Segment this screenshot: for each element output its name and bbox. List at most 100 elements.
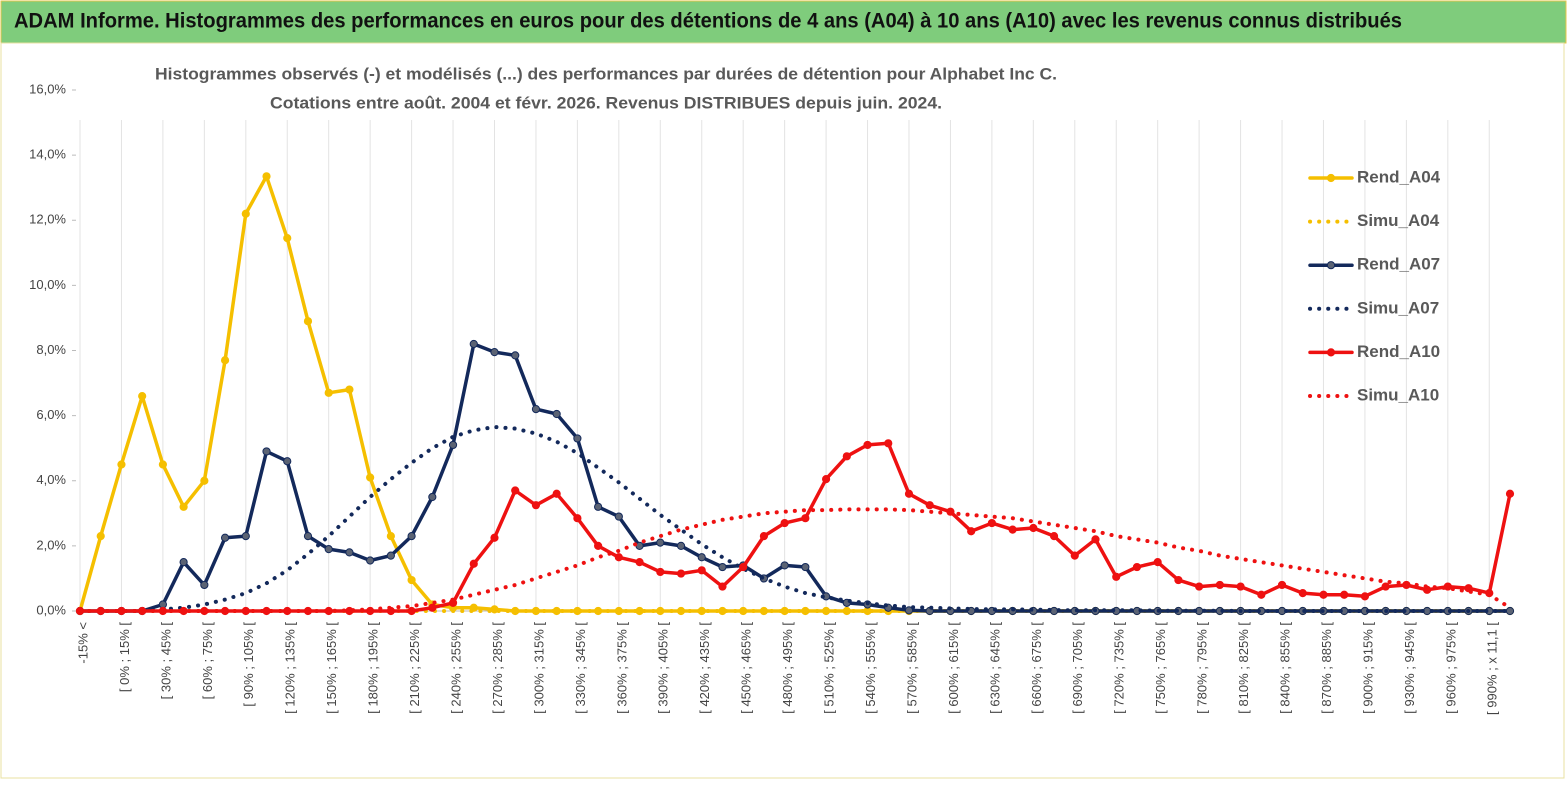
x-tick-label: [ 780% ; 795% [ [1195,622,1210,714]
series-marker [1257,590,1266,599]
series-marker [303,532,313,541]
x-tick-label: [ 690% ; 705% [ [1070,622,1085,714]
series-marker [967,527,976,536]
series-line [78,342,1512,613]
series-marker [1132,562,1142,572]
series-marker [759,532,769,541]
x-tick-label: [ 30% ; 45% [ [158,622,173,700]
series-marker [676,569,686,578]
series-marker [614,512,623,521]
series-marker [138,391,147,401]
series-marker [158,460,167,469]
series-marker [676,541,686,550]
series-marker [1505,489,1515,498]
series-marker [1195,582,1204,591]
x-tick-label: [ 450% ; 465% [ [739,622,754,714]
series-marker [200,580,209,590]
x-tick-label: [ 210% ; 225% [ [407,622,422,714]
series-marker [904,489,914,498]
legend-marker [1326,348,1336,357]
series-marker [739,562,748,572]
series-marker [801,562,810,572]
series-marker [324,388,333,397]
series-marker [1049,532,1059,541]
series-marker [324,545,333,554]
y-tick-label: 0,0% [36,602,66,617]
y-tick-label: 14,0% [29,147,66,162]
series-marker [1008,525,1017,534]
x-tick-label: [ 990% ; x 11,1 [ [1485,622,1500,715]
legend-label: Simu_A07 [1357,298,1439,317]
series-marker [200,476,209,485]
series-marker [656,567,665,577]
series-marker [345,548,354,557]
x-tick-label: [ 150% ; 165% [ [324,622,339,714]
series-marker [241,209,250,218]
x-tick-label: [ 570% ; 585% [ [904,622,919,714]
series-marker [531,501,541,510]
x-tick-label: [ 510% ; 525% [ [822,622,837,714]
legend-label: Rend_A10 [1357,342,1440,361]
x-tick-label: [ 840% ; 855% [ [1277,622,1292,714]
series-marker [407,606,416,616]
series-marker [1029,523,1038,533]
series-marker [511,486,520,495]
x-tick-label: [ 720% ; 735% [ [1112,622,1127,714]
series-marker [904,606,914,615]
series-marker [448,440,458,450]
plot: 0,0% 2,0% 4,0% 6,0% 8,0% 10,0% 12,0% 14,0% 16,0%… [29,81,1515,715]
x-tick-label: [ 630% ; 645% [ [987,622,1002,714]
series-marker [1360,592,1370,601]
x-tick-label: [ 600% ; 615% [ [946,622,961,714]
series-marker [345,385,354,394]
series-marker [697,553,706,562]
series-marker [386,551,395,560]
series-marker [303,317,313,326]
legend-marker [1326,261,1336,270]
series-marker [531,405,541,414]
series-marker [1381,582,1390,591]
x-tick-label: [ 810% ; 825% [ [1236,622,1251,714]
y-tick-label: 8,0% [36,342,66,357]
series-marker [1298,588,1307,598]
series-marker [1236,582,1245,591]
series-marker [179,502,188,511]
x-tick-label: [ 960% ; 975% [ [1443,622,1458,714]
series-line [78,507,1512,613]
series-marker [697,566,706,575]
chart-frame [0,42,1565,779]
series-marker [1174,575,1183,585]
series-marker [635,541,644,550]
x-tick-label: [ 870% ; 885% [ [1319,622,1334,714]
x-tick-label: [ 300% ; 315% [ [531,622,546,714]
y-tick-label: 16,0% [29,81,66,96]
series-marker [614,553,623,562]
series-marker [96,532,105,541]
header-band [0,0,1567,44]
series-marker [511,351,520,360]
x-tick-label: [ 750% ; 765% [ [1153,622,1168,714]
series-marker [1070,551,1079,560]
series-marker [366,473,375,482]
x-tick-label: -15% < [75,622,90,664]
series-marker [884,439,893,448]
series-marker [179,558,188,567]
x-tick-label: [ 540% ; 555% [ [863,622,878,714]
series-marker [366,556,375,565]
series-marker [262,172,271,181]
series-marker [552,409,561,419]
series-marker [594,541,603,550]
legend-label: Rend_A07 [1357,255,1440,274]
y-tick-label: 6,0% [36,407,66,422]
x-tick-label: [ 180% ; 195% [ [366,622,381,714]
legend-marker [1326,173,1336,183]
series-marker [220,356,230,365]
y-tick-label: 10,0% [29,277,66,292]
series-marker [262,447,271,456]
series-marker [1505,606,1515,616]
series-marker [842,452,851,461]
series-marker [1091,535,1100,544]
chart-subtitle: Cotations entre août. 2004 et févr. 2026… [270,93,942,112]
series-marker [241,532,250,541]
